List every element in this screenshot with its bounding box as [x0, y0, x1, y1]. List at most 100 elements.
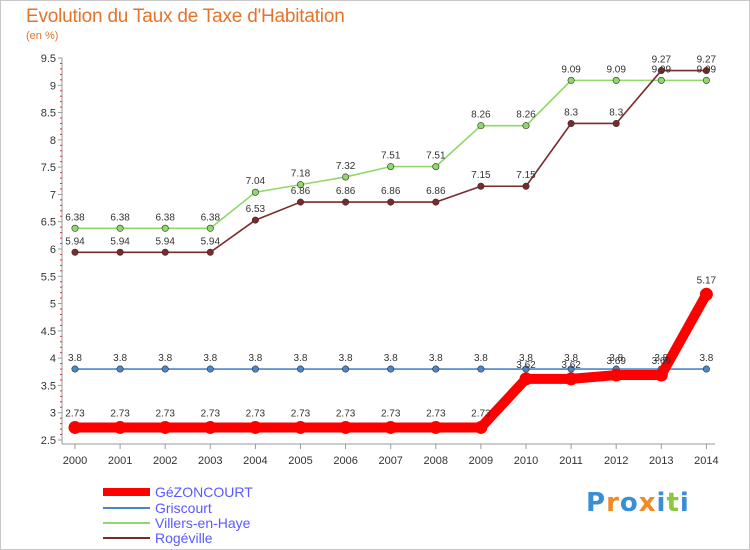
- y-tick-label: 4.5: [41, 326, 56, 338]
- data-label: 3.62: [561, 360, 581, 371]
- data-point: [248, 420, 262, 434]
- data-point: [564, 372, 578, 386]
- data-label: 5.94: [65, 236, 85, 247]
- y-minor-tick: [60, 379, 62, 381]
- y-minor-tick: [60, 122, 62, 124]
- x-tick-label: 2003: [198, 455, 222, 467]
- y-tick-label: 4: [50, 353, 56, 365]
- data-point: [432, 365, 440, 373]
- data-point: [522, 182, 530, 190]
- x-tick-label: 2012: [604, 455, 628, 467]
- data-point: [522, 122, 530, 130]
- x-tick-label: 2004: [243, 455, 267, 467]
- y-tick-label: 6: [50, 244, 56, 256]
- y-minor-tick: [60, 150, 62, 152]
- data-label: 6.86: [381, 186, 401, 197]
- data-point: [387, 163, 395, 171]
- y-tick-label: 6.5: [41, 217, 56, 229]
- data-label: 7.18: [291, 169, 311, 180]
- data-label: 2.73: [426, 408, 446, 419]
- data-point: [567, 119, 575, 127]
- data-point: [702, 67, 710, 75]
- y-minor-tick: [60, 324, 62, 326]
- data-label: 5.17: [697, 275, 717, 286]
- data-point: [116, 365, 124, 373]
- data-label: 3.8: [384, 353, 398, 364]
- data-point: [384, 420, 398, 434]
- data-label: 3.8: [113, 353, 127, 364]
- data-point: [654, 368, 668, 382]
- data-label: 8.3: [564, 107, 578, 118]
- data-point: [432, 198, 440, 206]
- data-label: 3.8: [699, 353, 713, 364]
- data-point: [203, 420, 217, 434]
- y-minor-tick: [60, 128, 62, 130]
- data-point: [432, 163, 440, 171]
- legend-label: GéZONCOURT: [155, 484, 253, 500]
- data-label: 9.27: [652, 55, 672, 66]
- y-minor-tick: [60, 286, 62, 288]
- data-label: 9.27: [697, 55, 717, 66]
- data-point: [612, 119, 620, 127]
- data-point: [296, 198, 304, 206]
- data-label: 7.15: [516, 170, 536, 181]
- y-minor-tick: [60, 204, 62, 206]
- data-point: [116, 248, 124, 256]
- y-tick-label: 9: [50, 80, 56, 92]
- data-point: [251, 188, 259, 196]
- data-label: 6.38: [65, 212, 85, 223]
- logo-letter: i: [679, 488, 690, 518]
- y-tick-label: 7: [50, 189, 56, 201]
- data-point: [206, 224, 214, 232]
- y-tick-label: 7.5: [41, 162, 56, 174]
- data-point: [699, 287, 713, 301]
- data-point: [567, 76, 575, 84]
- data-label: 5.94: [110, 236, 130, 247]
- data-label: 3.8: [429, 353, 443, 364]
- y-minor-tick: [60, 106, 62, 108]
- y-minor-tick: [60, 395, 62, 397]
- y-minor-tick: [60, 352, 62, 354]
- data-label: 7.15: [471, 170, 491, 181]
- y-minor-tick: [60, 341, 62, 343]
- data-label: 3.8: [519, 353, 533, 364]
- data-point: [296, 365, 304, 373]
- y-minor-tick: [60, 177, 62, 179]
- y-minor-tick: [60, 101, 62, 103]
- data-label: 5.94: [155, 236, 175, 247]
- data-point: [161, 365, 169, 373]
- data-point: [567, 365, 575, 373]
- data-point: [68, 420, 82, 434]
- data-label: 9.09: [697, 64, 717, 75]
- data-label: 8.3: [609, 107, 623, 118]
- y-minor-tick: [60, 117, 62, 119]
- data-point: [251, 216, 259, 224]
- x-tick-label: 2005: [288, 455, 312, 467]
- y-minor-tick: [60, 199, 62, 201]
- x-tick-label: 2011: [559, 455, 583, 467]
- logo-letter: r: [606, 488, 620, 518]
- data-point: [113, 420, 127, 434]
- data-point: [474, 420, 488, 434]
- data-label: 9.09: [652, 64, 672, 75]
- data-label: 9.09: [606, 64, 626, 75]
- data-point: [296, 181, 304, 189]
- data-point: [387, 198, 395, 206]
- y-minor-tick: [60, 401, 62, 403]
- y-minor-tick: [60, 133, 62, 135]
- logo-letter: i: [656, 488, 667, 518]
- y-minor-tick: [60, 313, 62, 315]
- y-minor-tick: [60, 292, 62, 294]
- y-minor-tick: [60, 390, 62, 392]
- y-minor-tick: [60, 428, 62, 430]
- y-minor-tick: [60, 237, 62, 239]
- data-label: 7.32: [336, 161, 356, 172]
- data-point: [429, 420, 443, 434]
- y-tick-label: 9.5: [41, 53, 56, 65]
- x-tick-label: 2002: [153, 455, 177, 467]
- x-tick-label: 2013: [649, 455, 673, 467]
- x-tick-label: 2009: [469, 455, 493, 467]
- data-point: [657, 76, 665, 84]
